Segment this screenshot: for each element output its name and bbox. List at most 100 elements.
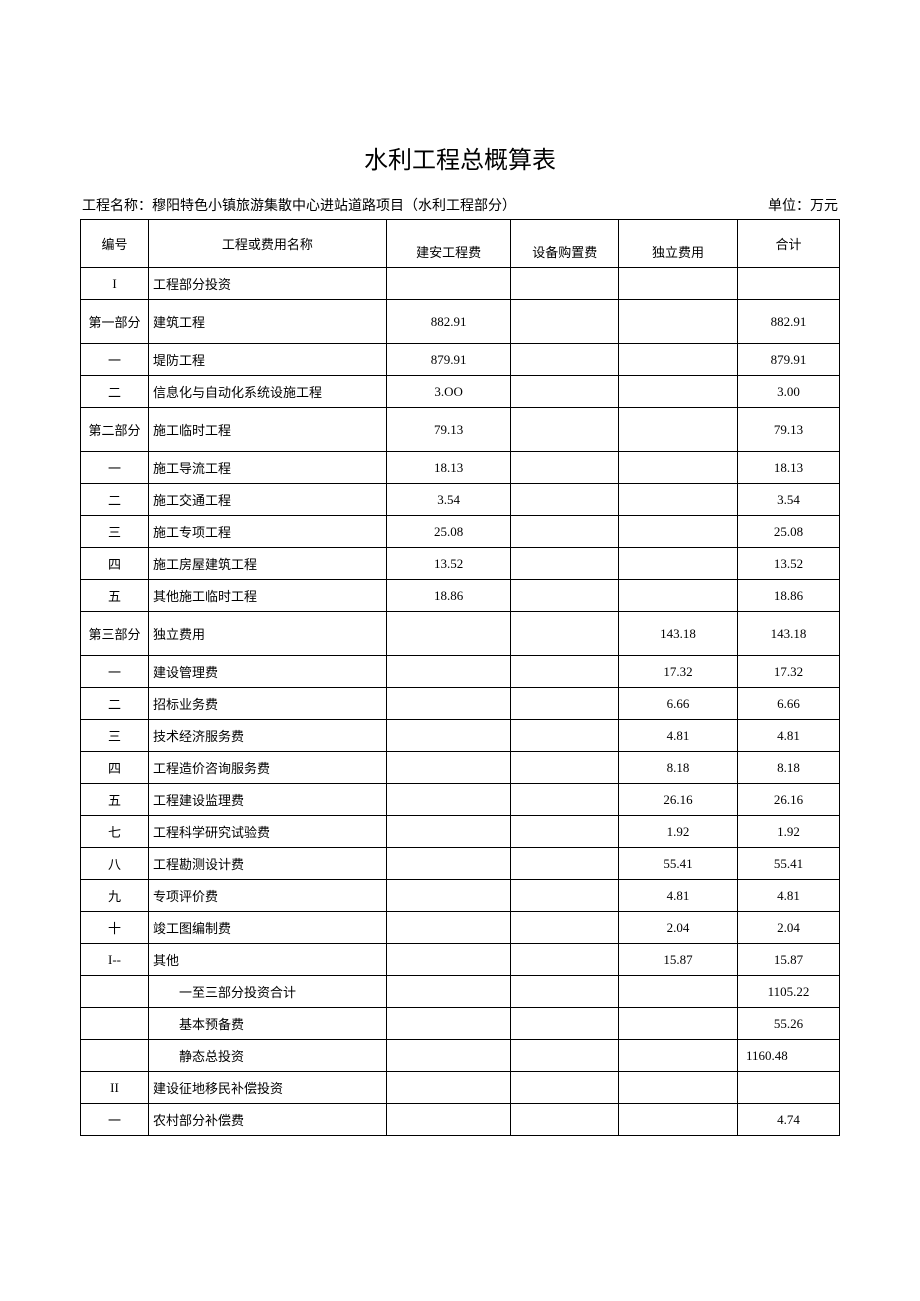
table-row: 一农村部分补偿费4.74 [81,1104,840,1136]
cell-cost3 [619,548,738,580]
unit-label: 单位：万元 [768,195,838,215]
cell-cost3: 8.18 [619,752,738,784]
cell-cost1 [386,268,511,300]
cell-num: 二 [81,688,149,720]
cell-total: 1.92 [738,816,840,848]
cell-cost3 [619,1104,738,1136]
cell-total: 26.16 [738,784,840,816]
table-row: 一至三部分投资合计1105.22 [81,976,840,1008]
cell-total: 3.54 [738,484,840,516]
cell-cost1 [386,656,511,688]
cell-cost3: 6.66 [619,688,738,720]
table-header: 编号 工程或费用名称 建安工程费 设备购置费 独立费用 合计 [81,220,840,268]
cell-name: 施工导流工程 [148,452,386,484]
cell-cost2 [511,912,619,944]
cell-num: 第三部分 [81,612,149,656]
cell-name: 工程建设监理费 [148,784,386,816]
cell-cost1 [386,880,511,912]
cell-cost1 [386,688,511,720]
cell-num: 第一部分 [81,300,149,344]
estimate-table: 编号 工程或费用名称 建安工程费 设备购置费 独立费用 合计 I工程部分投资第一… [80,219,840,1136]
cell-cost2 [511,484,619,516]
cell-name: 静态总投资 [148,1040,386,1072]
cell-cost3 [619,1040,738,1072]
col-header-name: 工程或费用名称 [148,220,386,268]
cell-num: 第二部分 [81,408,149,452]
cell-total: 79.13 [738,408,840,452]
cell-name: 建设管理费 [148,656,386,688]
cell-num: 五 [81,580,149,612]
cell-cost2 [511,656,619,688]
cell-cost2 [511,1040,619,1072]
table-row: 三施工专项工程25.0825.08 [81,516,840,548]
cell-total: 3.00 [738,376,840,408]
cell-cost1 [386,976,511,1008]
cell-cost2 [511,784,619,816]
cell-cost2 [511,580,619,612]
cell-cost2 [511,848,619,880]
col-header-num: 编号 [81,220,149,268]
cell-total: 25.08 [738,516,840,548]
table-row: 一施工导流工程18.1318.13 [81,452,840,484]
table-row: 一建设管理费17.3217.32 [81,656,840,688]
cell-cost2 [511,408,619,452]
cell-name: 一至三部分投资合计 [148,976,386,1008]
cell-cost2 [511,688,619,720]
cell-num: 一 [81,656,149,688]
cell-cost3 [619,1008,738,1040]
cell-cost1 [386,1008,511,1040]
cell-cost3 [619,268,738,300]
cell-cost2 [511,376,619,408]
cell-cost2 [511,268,619,300]
cell-name: 建设征地移民补偿投资 [148,1072,386,1104]
cell-total: 8.18 [738,752,840,784]
cell-num: 七 [81,816,149,848]
cell-num: 九 [81,880,149,912]
table-row: 二招标业务费6.666.66 [81,688,840,720]
cell-num: 一 [81,452,149,484]
cell-cost2 [511,452,619,484]
table-row: II建设征地移民补偿投资 [81,1072,840,1104]
cell-name: 技术经济服务费 [148,720,386,752]
cell-name: 工程科学研究试验费 [148,816,386,848]
cell-name: 建筑工程 [148,300,386,344]
cell-name: 工程部分投资 [148,268,386,300]
table-row: 四工程造价咨询服务费8.188.18 [81,752,840,784]
cell-cost2 [511,752,619,784]
cell-cost3: 2.04 [619,912,738,944]
cell-cost3 [619,484,738,516]
table-row: I工程部分投资 [81,268,840,300]
cell-name: 其他 [148,944,386,976]
table-row: 二信息化与自动化系统设施工程3.OO3.00 [81,376,840,408]
cell-num: I [81,268,149,300]
table-row: 五其他施工临时工程18.8618.86 [81,580,840,612]
cell-name: 施工房屋建筑工程 [148,548,386,580]
cell-cost3 [619,344,738,376]
cell-name: 基本预备费 [148,1008,386,1040]
cell-total: 55.41 [738,848,840,880]
cell-name: 农村部分补偿费 [148,1104,386,1136]
cell-cost1 [386,1104,511,1136]
cell-cost3 [619,516,738,548]
table-row: 第三部分独立费用143.18143.18 [81,612,840,656]
cell-name: 专项评价费 [148,880,386,912]
cell-total: 55.26 [738,1008,840,1040]
cell-cost2 [511,720,619,752]
cell-cost3: 15.87 [619,944,738,976]
cell-num: 一 [81,344,149,376]
cell-name: 招标业务费 [148,688,386,720]
cell-name: 施工专项工程 [148,516,386,548]
cell-total [738,268,840,300]
cell-total: 4.81 [738,880,840,912]
cell-total: 13.52 [738,548,840,580]
cell-cost2 [511,1008,619,1040]
table-row: 十竣工图编制费2.042.04 [81,912,840,944]
cell-name: 独立费用 [148,612,386,656]
cell-cost1 [386,720,511,752]
cell-name: 堤防工程 [148,344,386,376]
cell-cost1: 882.91 [386,300,511,344]
cell-num: 八 [81,848,149,880]
table-row: 第一部分建筑工程882.91882.91 [81,300,840,344]
cell-total: 4.74 [738,1104,840,1136]
cell-cost1: 3.54 [386,484,511,516]
